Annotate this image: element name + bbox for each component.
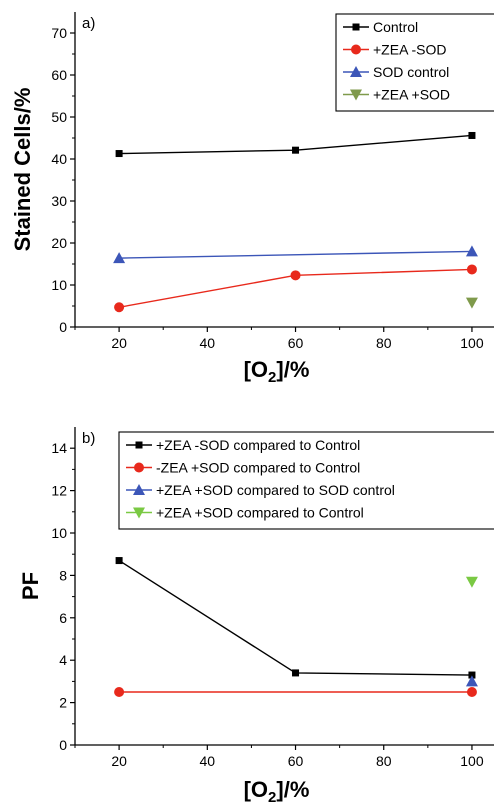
x-tick-label: 40 <box>200 753 216 769</box>
series-1 <box>115 557 476 679</box>
data-point <box>465 245 478 257</box>
x-tick-label: 100 <box>460 753 484 769</box>
y-tick-label: 2 <box>59 695 67 711</box>
series-3 <box>465 675 478 687</box>
legend-entry: +ZEA +SOD compared to Control <box>156 505 364 521</box>
legend-entry: SOD control <box>373 64 449 80</box>
data-point <box>468 131 476 139</box>
data-point <box>468 671 476 679</box>
legend-marker <box>135 441 143 449</box>
x-tick-label: 60 <box>288 335 304 351</box>
series-line <box>118 559 472 676</box>
data-point <box>113 252 126 264</box>
y-tick-label: 8 <box>59 567 67 583</box>
x-tick-label: 100 <box>460 335 484 351</box>
y-tick-label: 0 <box>59 737 67 753</box>
data-point <box>115 150 123 158</box>
y-tick-label: 50 <box>51 109 67 125</box>
data-point <box>290 270 301 281</box>
data-point <box>465 675 478 687</box>
x-axis-label-main: [O <box>244 777 268 802</box>
y-tick-label: 70 <box>51 25 67 41</box>
legend-marker <box>134 462 144 473</box>
data-point <box>466 264 477 275</box>
data-point <box>466 687 477 697</box>
x-tick-label: 80 <box>376 753 392 769</box>
y-tick-label: 30 <box>51 193 67 209</box>
series-3 <box>113 245 478 264</box>
series-4 <box>465 297 478 309</box>
y-tick-label: 12 <box>51 483 67 499</box>
panel-label: b) <box>82 430 95 447</box>
x-axis-label-subscript: 2 <box>268 369 276 386</box>
x-axis-label: [O2]/% <box>244 777 310 803</box>
x-axis-label-subscript: 2 <box>268 789 276 803</box>
legend-entry: -ZEA +SOD compared to Control <box>156 460 360 476</box>
series-2 <box>114 264 477 313</box>
data-point <box>465 576 478 588</box>
data-point <box>292 669 300 677</box>
data-point <box>114 687 125 697</box>
data-point <box>114 302 125 313</box>
x-axis-label-main: [O <box>244 357 268 382</box>
y-tick-label: 4 <box>59 652 67 668</box>
x-tick-label: 80 <box>376 335 392 351</box>
x-tick-label: 20 <box>111 335 127 351</box>
legend-marker <box>350 89 362 101</box>
series-2 <box>114 687 477 697</box>
data-point <box>115 557 123 565</box>
series-1 <box>115 131 476 158</box>
legend-entry: +ZEA +SOD compared to SOD control <box>156 482 395 498</box>
y-tick-label: 6 <box>59 610 67 626</box>
data-point <box>292 146 300 154</box>
x-tick-label: 40 <box>200 335 216 351</box>
legend-marker <box>133 484 145 495</box>
legend-entry: +ZEA -SOD compared to Control <box>156 437 360 453</box>
y-tick-label: 0 <box>59 319 67 335</box>
legend-marker <box>350 66 362 77</box>
legend-entry: +ZEA +SOD <box>373 87 450 103</box>
y-axis-label: PF <box>18 572 43 600</box>
legend-marker <box>352 23 360 31</box>
y-tick-label: 20 <box>51 235 67 251</box>
x-axis-label-tail: ]/% <box>276 777 309 802</box>
legend-marker <box>351 44 361 55</box>
series-4 <box>465 576 478 588</box>
x-tick-label: 20 <box>111 753 127 769</box>
y-tick-label: 14 <box>51 440 67 456</box>
x-axis-label: [O2]/% <box>244 357 310 386</box>
y-tick-label: 40 <box>51 151 67 167</box>
legend-entry: Control <box>373 19 418 35</box>
legend: +ZEA -SOD compared to Control -ZEA +SOD c… <box>118 431 494 530</box>
data-point <box>465 297 478 309</box>
chart-panel-1: 0 10 20 30 40 50 60 70 20 40 60 80 100 Stained Cells/… <box>10 12 494 386</box>
y-tick-label: 60 <box>51 67 67 83</box>
legend-box <box>118 431 494 530</box>
panel-label: a) <box>82 15 95 32</box>
legend-marker <box>133 507 145 519</box>
x-axis-label-tail: ]/% <box>276 357 309 382</box>
legend-entry: +ZEA -SOD <box>373 42 447 58</box>
y-axis-label: Stained Cells/% <box>10 88 35 252</box>
x-tick-label: 60 <box>288 753 304 769</box>
y-tick-label: 10 <box>51 277 67 293</box>
series-line <box>119 250 472 259</box>
y-tick-label: 10 <box>51 525 67 541</box>
legend: Control +ZEA -SOD SOD control +ZEA +SOD <box>335 13 494 112</box>
